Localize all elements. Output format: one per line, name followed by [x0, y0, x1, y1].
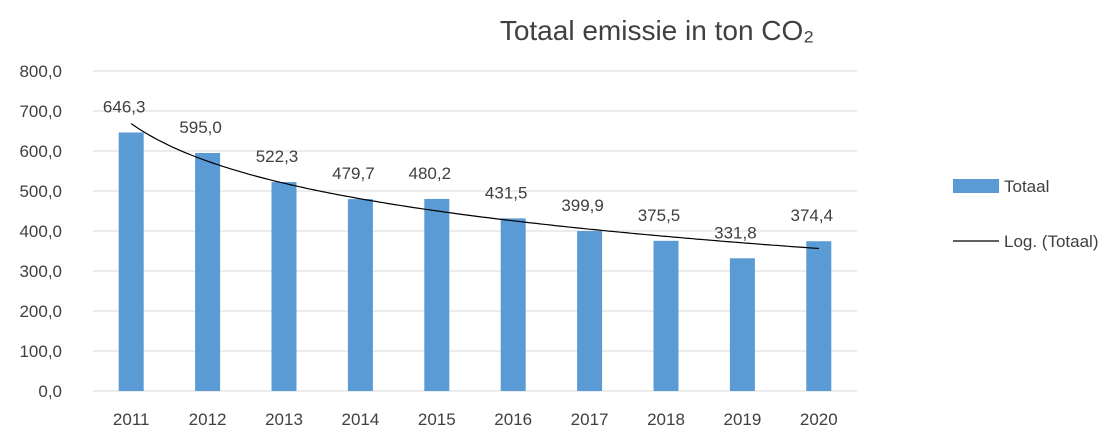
- x-tick-label: 2012: [189, 410, 227, 429]
- bar-2019: [729, 258, 755, 391]
- data-label-2011: 646,3: [103, 97, 146, 116]
- y-tick-label: 800,0: [19, 62, 62, 81]
- data-label-2015: 480,2: [409, 164, 452, 183]
- trendline: [130, 123, 819, 250]
- bar-2016: [500, 218, 526, 391]
- x-tick-label: 2013: [265, 410, 303, 429]
- y-tick-label: 300,0: [19, 262, 62, 281]
- x-tick-label: 2017: [571, 410, 609, 429]
- data-label-2016: 431,5: [485, 183, 528, 202]
- y-axis-ticks: 0,0 100,0 200,0 300,0 400,0 500,0 600,0 700,0 80…: [19, 62, 62, 401]
- x-tick-label: 2018: [647, 410, 685, 429]
- x-axis-ticks: 2011 2012 2013 2014 2015 2016 2017 2018 2019 2020: [113, 410, 838, 429]
- bar-2012: [195, 153, 221, 391]
- bar-2017: [577, 231, 603, 391]
- bar-2018: [653, 240, 679, 391]
- legend: Totaal Log. (Totaal): [953, 177, 1099, 251]
- data-labels: 646,3 595,0 522,3 479,7 480,2 431,5 399,9 375,5…: [103, 97, 833, 242]
- bar-2015: [424, 198, 450, 391]
- y-tick-label: 100,0: [19, 342, 62, 361]
- data-label-2019: 331,8: [714, 223, 757, 242]
- y-tick-label: 200,0: [19, 302, 62, 321]
- x-tick-label: 2015: [418, 410, 456, 429]
- data-label-2020: 374,4: [791, 206, 834, 225]
- x-tick-label: 2016: [494, 410, 532, 429]
- x-tick-label: 2020: [800, 410, 838, 429]
- y-tick-label: 0,0: [38, 382, 62, 401]
- bar-2011: [118, 132, 144, 392]
- bar-2020: [806, 241, 832, 391]
- x-tick-label: 2019: [723, 410, 761, 429]
- x-tick-label: 2011: [113, 410, 150, 429]
- legend-label-trendline: Log. (Totaal): [1004, 232, 1099, 251]
- data-label-2012: 595,0: [179, 118, 222, 137]
- gridlines: [93, 70, 857, 392]
- bar-series: [118, 132, 832, 392]
- data-label-2017: 399,9: [561, 196, 604, 215]
- data-label-2013: 522,3: [256, 147, 299, 166]
- trendline-layer: [130, 123, 819, 250]
- chart-title: Totaal emissie in ton CO₂: [500, 15, 814, 46]
- bar-2013: [271, 182, 297, 391]
- y-tick-label: 700,0: [19, 102, 62, 121]
- legend-swatch-totaal: [953, 179, 999, 193]
- data-label-2014: 479,7: [332, 164, 375, 183]
- legend-label-totaal: Totaal: [1004, 177, 1049, 196]
- y-tick-label: 400,0: [19, 222, 62, 241]
- bar-2014: [347, 199, 373, 391]
- data-label-2018: 375,5: [638, 206, 681, 225]
- y-tick-label: 600,0: [19, 142, 62, 161]
- x-tick-label: 2014: [341, 410, 379, 429]
- y-tick-label: 500,0: [19, 182, 62, 201]
